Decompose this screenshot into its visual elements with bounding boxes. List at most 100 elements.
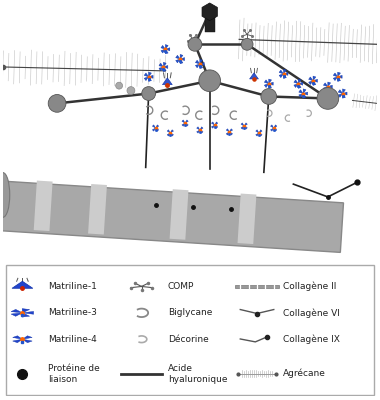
Text: Biglycane: Biglycane — [168, 308, 212, 317]
Polygon shape — [269, 79, 272, 84]
Polygon shape — [303, 94, 306, 98]
Bar — [205, 10, 215, 32]
Polygon shape — [323, 83, 328, 87]
Polygon shape — [161, 46, 165, 49]
Polygon shape — [274, 125, 277, 128]
Polygon shape — [283, 74, 286, 78]
Polygon shape — [144, 73, 149, 77]
Polygon shape — [182, 123, 185, 126]
Polygon shape — [226, 129, 230, 132]
Text: Décorine: Décorine — [168, 335, 208, 344]
Polygon shape — [12, 281, 33, 288]
Polygon shape — [279, 74, 283, 78]
Polygon shape — [200, 64, 203, 69]
Polygon shape — [256, 133, 259, 136]
Polygon shape — [313, 76, 316, 81]
Polygon shape — [230, 129, 233, 132]
Polygon shape — [328, 87, 331, 91]
Polygon shape — [283, 72, 288, 75]
Polygon shape — [152, 128, 155, 131]
Polygon shape — [259, 133, 262, 136]
Polygon shape — [13, 339, 22, 343]
Text: Matriline-4: Matriline-4 — [49, 335, 97, 344]
Polygon shape — [343, 89, 345, 94]
Polygon shape — [271, 125, 274, 128]
Polygon shape — [299, 90, 303, 94]
Polygon shape — [180, 58, 185, 60]
Polygon shape — [1, 181, 344, 252]
Polygon shape — [298, 79, 301, 84]
Polygon shape — [343, 94, 345, 98]
Polygon shape — [338, 94, 343, 97]
Polygon shape — [264, 80, 269, 84]
Polygon shape — [149, 75, 153, 78]
Polygon shape — [244, 123, 247, 126]
Polygon shape — [202, 3, 217, 21]
Polygon shape — [163, 67, 166, 72]
FancyBboxPatch shape — [6, 265, 374, 395]
Polygon shape — [333, 73, 338, 77]
Polygon shape — [22, 313, 30, 317]
Polygon shape — [283, 69, 286, 74]
Circle shape — [199, 70, 220, 92]
Circle shape — [127, 87, 135, 94]
Polygon shape — [200, 62, 204, 66]
Polygon shape — [185, 123, 188, 126]
Polygon shape — [294, 80, 298, 84]
Polygon shape — [180, 54, 183, 59]
Polygon shape — [149, 72, 151, 77]
Polygon shape — [13, 336, 22, 339]
Polygon shape — [195, 64, 200, 68]
Circle shape — [241, 38, 253, 50]
Polygon shape — [211, 122, 215, 125]
Polygon shape — [244, 126, 247, 129]
Polygon shape — [313, 79, 318, 82]
Polygon shape — [152, 125, 155, 128]
Polygon shape — [200, 59, 203, 64]
Polygon shape — [271, 128, 274, 131]
Polygon shape — [200, 130, 203, 133]
Polygon shape — [170, 130, 174, 133]
Polygon shape — [159, 67, 163, 71]
Text: Agrécane: Agrécane — [283, 369, 326, 378]
Polygon shape — [165, 44, 168, 49]
Text: Matriline-1: Matriline-1 — [49, 282, 97, 291]
Polygon shape — [338, 72, 340, 77]
Polygon shape — [250, 73, 258, 79]
Polygon shape — [22, 312, 33, 314]
Polygon shape — [259, 130, 262, 133]
Circle shape — [261, 89, 277, 104]
Polygon shape — [197, 127, 200, 130]
Polygon shape — [269, 84, 272, 88]
Polygon shape — [279, 70, 283, 74]
Polygon shape — [313, 81, 316, 86]
Polygon shape — [269, 82, 273, 85]
Text: Collagène VI: Collagène VI — [283, 308, 340, 318]
Polygon shape — [211, 125, 215, 128]
Polygon shape — [197, 130, 200, 133]
Text: COMP: COMP — [168, 282, 194, 291]
Text: Protéine de
liaison: Protéine de liaison — [49, 364, 100, 384]
Circle shape — [188, 38, 202, 51]
Polygon shape — [155, 125, 159, 128]
Polygon shape — [338, 75, 342, 78]
Polygon shape — [215, 122, 218, 125]
Ellipse shape — [0, 173, 10, 217]
Polygon shape — [303, 92, 308, 95]
Polygon shape — [169, 189, 188, 240]
Polygon shape — [159, 63, 163, 67]
Polygon shape — [162, 78, 172, 85]
Polygon shape — [230, 132, 233, 135]
Polygon shape — [309, 77, 313, 81]
Polygon shape — [176, 55, 180, 59]
Polygon shape — [185, 120, 188, 123]
Polygon shape — [22, 309, 30, 313]
Polygon shape — [11, 313, 22, 316]
Polygon shape — [182, 120, 185, 123]
Polygon shape — [167, 130, 170, 133]
Polygon shape — [170, 133, 174, 136]
Polygon shape — [161, 49, 165, 53]
Polygon shape — [256, 130, 259, 133]
Polygon shape — [195, 60, 200, 64]
Polygon shape — [176, 59, 180, 63]
